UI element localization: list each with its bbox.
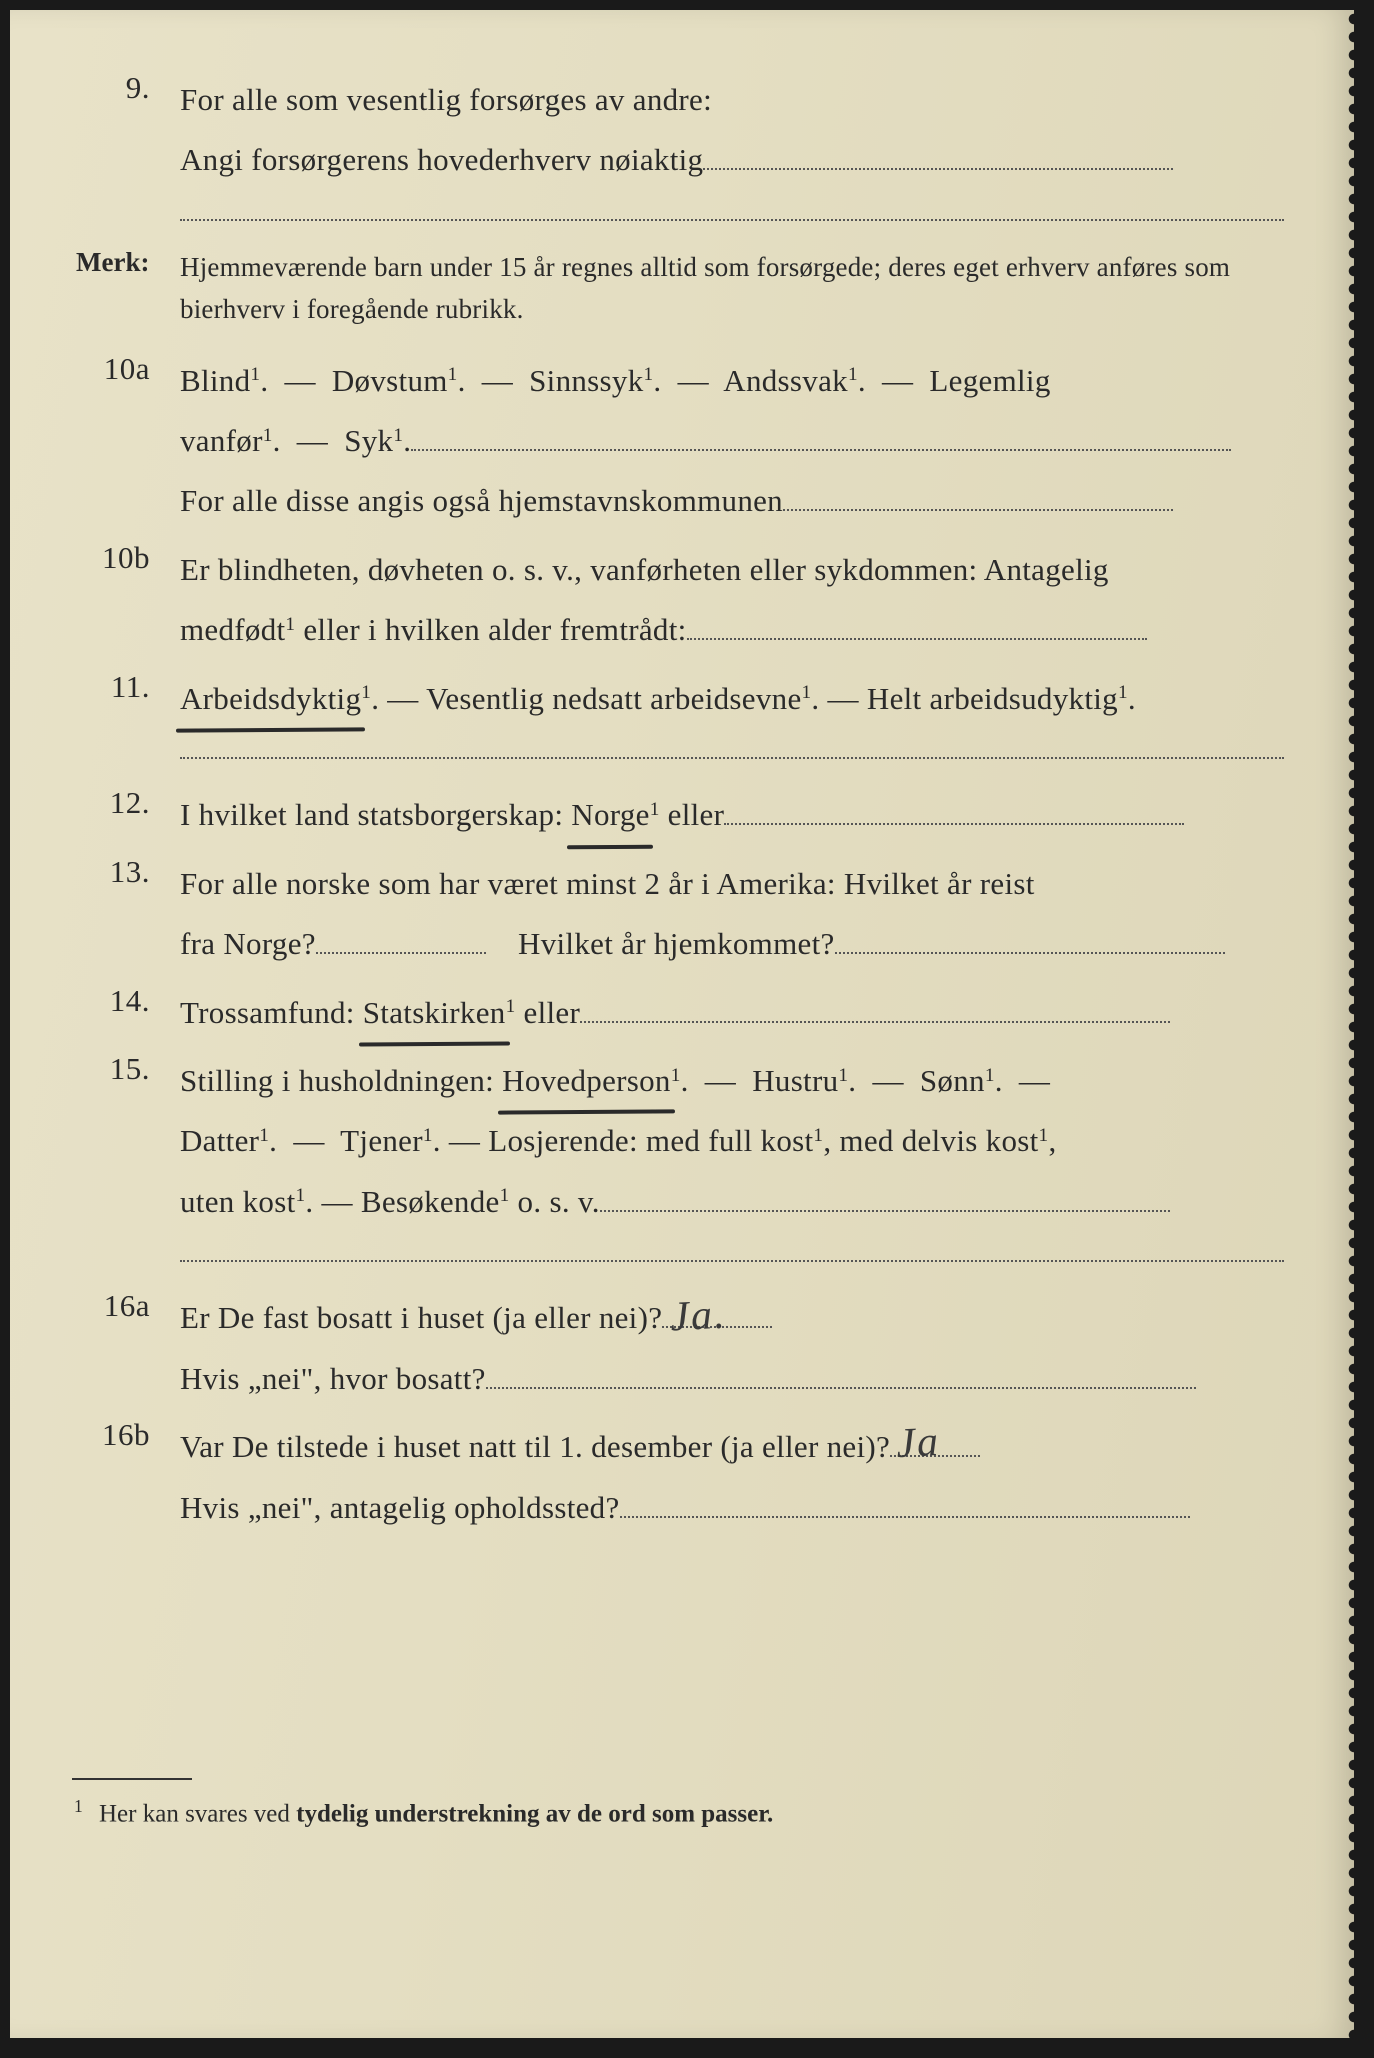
divider-after-11 [180,757,1284,759]
footnote-rule [72,1778,192,1780]
q13-body: For alle norske som har været minst 2 år… [180,854,1284,975]
q13-blank2[interactable] [835,928,1225,954]
q13-line2b: Hvilket år hjemkommet? [518,926,835,961]
q13-blank1[interactable] [316,928,486,954]
question-11: 11. Arbeidsdyktig1. — Vesentlig nedsatt … [70,669,1284,729]
q16a-number: 16a [70,1288,180,1324]
divider-after-15 [180,1260,1284,1262]
q9-body: For alle som vesentlig forsørges av andr… [180,70,1284,191]
q10a-opt-dovstum: Døvstum [332,363,448,398]
q16a-line1: Er De fast bosatt i huset (ja eller nei)… [180,1300,662,1335]
q13-line1: For alle norske som har været minst 2 år… [180,866,1035,901]
q16b-answer-blank[interactable]: Ja [890,1431,980,1457]
q13-number: 13. [70,854,180,890]
q10a-opt-sinnssyk: Sinnssyk [529,363,643,398]
merk-text: Hjemmeværende barn under 15 år regnes al… [180,247,1284,331]
q16b-line1: Var De tilstede i huset natt til 1. dese… [180,1429,890,1464]
q16a-answer-blank[interactable]: Ja. [662,1302,772,1328]
divider-after-9 [180,219,1284,221]
question-10b: 10b Er blindheten, døvheten o. s. v., va… [70,540,1284,661]
q12-opt-norge[interactable]: Norge [571,785,649,845]
q16b-number: 16b [70,1417,180,1453]
q16b-blank2[interactable] [620,1491,1190,1517]
q14-number: 14. [70,983,180,1019]
q10a-opt-legemlig: Legemlig [929,363,1050,398]
question-10a: 10a Blind1. — Døvstum1. — Sinnssyk1. — A… [70,351,1284,532]
merk-label: Merk: [70,247,180,278]
footnote-text-a: Her kan svares ved [99,1800,296,1827]
q16b-answer: Ja [894,1402,942,1486]
q9-blank[interactable] [703,144,1173,170]
question-14: 14. Trossamfund: Statskirken1 eller [70,983,1284,1043]
q14-body: Trossamfund: Statskirken1 eller [180,983,1284,1043]
q16a-line2: Hvis „nei", hvor bosatt? [180,1361,486,1396]
q10a-syk: Syk [344,423,393,458]
q10a-vanfor: vanfør [180,423,263,458]
q10a-line3: For alle disse angis også hjemstavnskomm… [180,483,783,518]
q15-body: Stilling i husholdningen: Hovedperson1. … [180,1051,1284,1232]
question-16b: 16b Var De tilstede i huset natt til 1. … [70,1417,1284,1538]
q10a-blank1[interactable] [411,425,1231,451]
q10a-body: Blind1. — Døvstum1. — Sinnssyk1. — Andss… [180,351,1284,532]
q10b-line2b: eller i hvilken alder fremtrådt: [295,612,686,647]
q15-uten: uten kost [180,1184,296,1219]
q15-delvis: , med delvis kost [823,1123,1038,1158]
q10b-blank[interactable] [687,614,1147,640]
q10a-opt-blind: Blind [180,363,250,398]
question-15: 15. Stilling i husholdningen: Hovedperso… [70,1051,1284,1232]
q11-opt-arbeidsdyktig[interactable]: Arbeidsdyktig [180,669,361,729]
q10b-body: Er blindheten, døvheten o. s. v., vanfør… [180,540,1284,661]
q15-pre: Stilling i husholdningen: [180,1063,502,1098]
q11-body: Arbeidsdyktig1. — Vesentlig nedsatt arbe… [180,669,1284,729]
perforated-edge [1334,10,1360,2038]
q14-post: eller [515,995,580,1030]
q10b-medfodt: medfødt [180,612,285,647]
q14-blank[interactable] [580,996,1170,1022]
q12-post: eller [660,797,725,832]
q15-besok: — Besøkende [313,1184,499,1219]
q11-mid: — Vesentlig nedsatt arbeidsevne [379,681,801,716]
q16a-blank2[interactable] [486,1362,1196,1388]
question-16a: 16a Er De fast bosatt i huset (ja eller … [70,1288,1284,1409]
question-12: 12. I hvilket land statsborgerskap: Norg… [70,785,1284,845]
q12-body: I hvilket land statsborgerskap: Norge1 e… [180,785,1284,845]
q9-line1: For alle som vesentlig forsørges av andr… [180,82,712,117]
q16b-body: Var De tilstede i huset natt til 1. dese… [180,1417,1284,1538]
q15-opt-tjener: Tjener [340,1123,423,1158]
q15-opt-sonn: Sønn [920,1063,985,1098]
q12-blank[interactable] [724,799,1184,825]
q15-losj: — Losjerende: med full kost [441,1123,814,1158]
q15-opt-hovedperson[interactable]: Hovedperson [502,1051,671,1111]
q15-osv: o. s. v. [510,1184,600,1219]
footnote-num: 1 [74,1796,83,1816]
q16a-answer: Ja. [668,1274,728,1359]
q10a-number: 10a [70,351,180,387]
question-13: 13. For alle norske som har været minst … [70,854,1284,975]
question-9: 9. For alle som vesentlig forsørges av a… [70,70,1284,191]
q14-opt-statskirken[interactable]: Statskirken [363,983,506,1043]
q16a-body: Er De fast bosatt i huset (ja eller nei)… [180,1288,1284,1409]
footnote: 1 Her kan svares ved tydelig understrekn… [74,1796,1284,1828]
q15-number: 15. [70,1051,180,1087]
q9-number: 9. [70,70,180,106]
q13-line2a: fra Norge? [180,926,316,961]
census-form-page: 9. For alle som vesentlig forsørges av a… [10,10,1354,2038]
q10b-number: 10b [70,540,180,576]
q10b-line1: Er blindheten, døvheten o. s. v., vanfør… [180,552,1109,587]
q15-blank[interactable] [600,1185,1170,1211]
q12-pre: I hvilket land statsborgerskap: [180,797,571,832]
q10a-opt-andssvak: Andssvak [723,363,848,398]
q10a-blank2[interactable] [783,485,1173,511]
q16b-line2: Hvis „nei", antagelig opholdssted? [180,1490,620,1525]
q11-number: 11. [70,669,180,705]
q12-number: 12. [70,785,180,821]
q14-pre: Trossamfund: [180,995,363,1030]
footnote-text-b: tydelig understrekning av de ord som pas… [296,1800,773,1827]
q9-line2: Angi forsørgerens hovederhverv nøiaktig [180,142,703,177]
q15-opt-hustru: Hustru [752,1063,838,1098]
q11-end: — Helt arbeidsudyktig [819,681,1117,716]
q15-opt-datter: Datter [180,1123,259,1158]
merk-note: Merk: Hjemmeværende barn under 15 år reg… [70,247,1284,331]
